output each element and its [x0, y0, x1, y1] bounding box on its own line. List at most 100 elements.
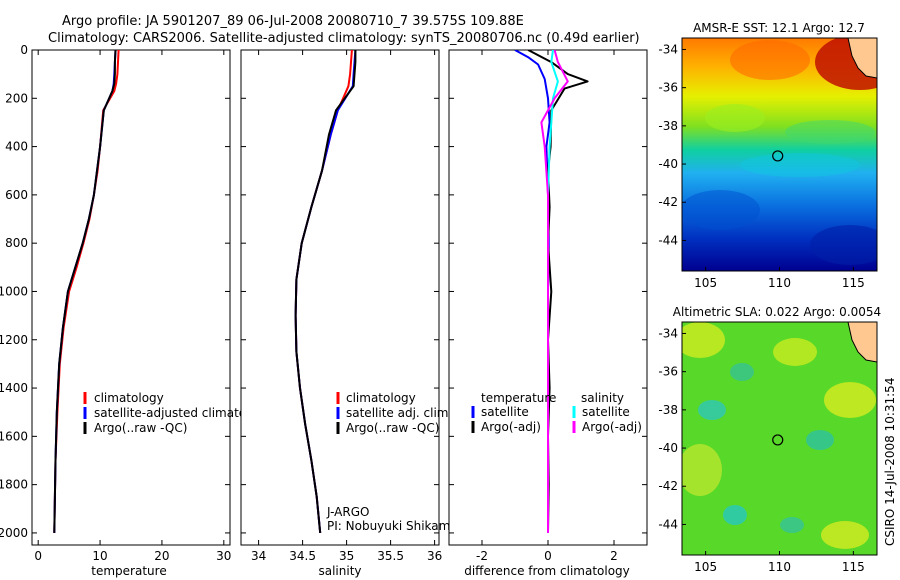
sla-map-title: Altimetric SLA: 0.022 Argo: 0.0054 [673, 305, 881, 319]
y-tick-label: -38 [658, 403, 678, 417]
x-tick-label: 2 [610, 549, 618, 563]
salinity-axes [240, 49, 440, 546]
salinity-legend: climatology satellite adj. clim. Argo(..… [336, 391, 452, 435]
x-tick-label: 34.5 [289, 549, 316, 563]
y-tick-label: 800 [5, 236, 28, 250]
footer-timestamp: CSIRO 14-Jul-2008 10:31:54 [883, 378, 897, 546]
y-tick-label: -34 [658, 42, 678, 56]
x-tick-label: 110 [768, 276, 791, 290]
x-tick-label: 115 [842, 276, 865, 290]
y-tick-label: 1400 [0, 381, 28, 395]
y-tick-label: 400 [5, 140, 28, 154]
difference-panel: -2 0 2 difference from climatology tempera… [448, 49, 648, 578]
x-tick-label: 35 [339, 549, 354, 563]
legend-label-climatology: climatology [346, 391, 416, 405]
temperature-axes [31, 49, 231, 546]
x-tick-label: 34 [251, 549, 266, 563]
legend-label-temp-argo: Argo(-adj) [481, 420, 541, 434]
sla-map-ticks: 105 110 115 -34 -36 -38 -40 -42 -44 [658, 326, 864, 574]
argo-location-marker [772, 150, 784, 162]
y-tick-label: -38 [658, 119, 678, 133]
salinity-ticks: 34 34.5 35 35.5 36 [241, 49, 442, 563]
y-tick-label: -40 [658, 441, 678, 455]
sst-field [682, 38, 877, 271]
sst-cyan-patch [740, 153, 860, 177]
temperature-lines [53, 50, 120, 533]
sst-green-patch [705, 104, 765, 132]
y-tick-label: -42 [658, 479, 678, 493]
series-line-salinity-argo-adj- [540, 50, 569, 533]
sla-yellow-patch [821, 521, 869, 549]
y-tick-label: -42 [658, 195, 678, 209]
y-tick-label: 1000 [0, 284, 28, 298]
x-tick-label: 30 [216, 549, 231, 563]
sst-deep-patch [810, 225, 877, 265]
legend-label-climatology: climatology [94, 391, 164, 405]
sst-blue-patch [682, 190, 760, 230]
y-tick-label: 600 [5, 188, 28, 202]
figure-title-line1: Argo profile: JA 5901207_89 06-Jul-2008 … [62, 14, 524, 29]
pi-agency: J-ARGO [326, 505, 369, 519]
sla-yellow-patch [682, 322, 725, 358]
temperature-ticks: 0 10 20 30 0 200 400 600 800 1000 1200 1400 1600 1800… [0, 43, 231, 563]
x-tick-label: 115 [842, 560, 865, 574]
legend-title-salinity: salinity [581, 391, 624, 405]
difference-ticks: -2 0 2 [449, 49, 647, 563]
argo-location-marker [772, 434, 784, 446]
temperature-panel: 0 10 20 30 0 200 400 600 800 1000 1200 1400 1600 1800… [0, 43, 272, 578]
x-tick-label: 36 [427, 549, 442, 563]
legend-label-temp-satellite: satellite [481, 405, 529, 419]
legend-label-sal-satellite: satellite [582, 405, 630, 419]
pi-name: PI: Nobuyuki Shikama [327, 519, 458, 533]
series-line-argo-raw-qc- [53, 50, 117, 533]
y-tick-label: 2000 [0, 526, 28, 540]
legend-label-sal-argo: Argo(-adj) [582, 420, 642, 434]
y-tick-label: -44 [658, 517, 678, 531]
series-line-argo-raw-qc- [294, 50, 357, 533]
x-tick-label: 105 [694, 276, 717, 290]
x-tick-label: 110 [768, 560, 791, 574]
y-tick-label: -36 [658, 365, 678, 379]
y-tick-label: 1600 [0, 429, 28, 443]
x-tick-label: 20 [154, 549, 169, 563]
temperature-legend: climatology satellite-adjusted climatolo… [83, 391, 272, 435]
sla-teal-patch [730, 363, 754, 381]
sla-yellow-patch [824, 382, 876, 418]
salinity-panel: 34 34.5 35 35.5 36 salinity climatology sate… [240, 49, 458, 578]
sla-yellow-patch [773, 338, 817, 366]
sla-field [682, 322, 877, 555]
sla-map-panel: Altimetric SLA: 0.022 Argo: 0.0054 105 11… [658, 305, 881, 574]
sla-teal-patch [780, 517, 804, 533]
temperature-xlabel: temperature [91, 564, 166, 578]
y-tick-label: -40 [658, 157, 678, 171]
y-tick-label: 1800 [0, 478, 28, 492]
sla-land [847, 322, 877, 363]
sst-green-band [785, 120, 875, 144]
y-tick-label: 0 [20, 43, 28, 57]
sst-warm-patch [730, 40, 810, 80]
legend-title-temperature: temperature [481, 391, 556, 405]
x-tick-label: 35.5 [377, 549, 404, 563]
x-tick-label: -2 [476, 549, 488, 563]
salinity-xlabel: salinity [318, 564, 361, 578]
x-tick-label: 0 [34, 549, 42, 563]
sst-map-panel: AMSR-E SST: 12.1 Argo: 12.7 105 110 115 -34… [658, 21, 878, 290]
sst-map-ticks: 105 110 115 -34 -36 -38 -40 -42 -44 [658, 42, 864, 290]
y-tick-label: 1200 [0, 333, 28, 347]
sla-teal-patch [723, 505, 747, 525]
sla-teal-patch [698, 400, 726, 420]
y-tick-label: -34 [658, 326, 678, 340]
sst-land [847, 38, 877, 79]
sla-teal-patch [806, 430, 834, 450]
sla-yellow-patch [682, 444, 722, 496]
difference-xlabel: difference from climatology [464, 564, 630, 578]
difference-lines [514, 50, 589, 533]
legend-label-argo: Argo(..raw -QC) [346, 421, 439, 435]
x-tick-label: 105 [694, 560, 717, 574]
y-tick-label: -36 [658, 81, 678, 95]
x-tick-label: 10 [92, 549, 107, 563]
y-tick-label: 200 [5, 91, 28, 105]
legend-label-argo: Argo(..raw -QC) [94, 421, 187, 435]
figure-title-line2: Climatology: CARS2006. Satellite-adjuste… [48, 31, 640, 46]
